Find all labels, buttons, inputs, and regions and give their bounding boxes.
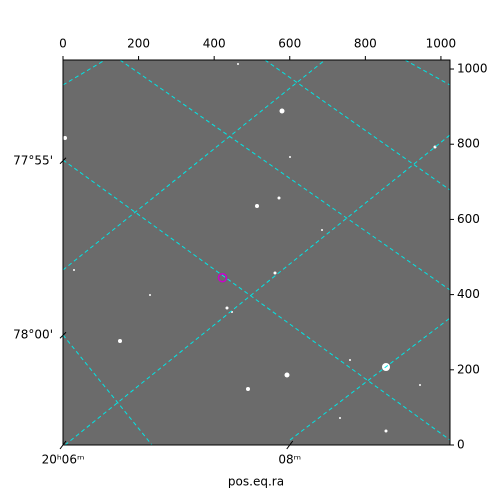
ra-tick (286, 440, 294, 450)
x-axis-label: pos.eq.ra (228, 475, 284, 489)
y-tick-label: 200 (457, 362, 480, 376)
dec-tick (59, 157, 67, 165)
dec-tick (59, 331, 67, 339)
dec-tick-label: 77°55' (13, 153, 53, 167)
ra-tick-label: 08ᵐ (278, 453, 301, 467)
x-tick-label: 0 (59, 37, 67, 51)
ra-tick-label: 20ʰ06ᵐ (42, 453, 85, 467)
dec-tick-label: 78°00' (13, 328, 53, 342)
x-tick-label: 1000 (426, 37, 457, 51)
marker (217, 272, 228, 283)
axes-frame (62, 59, 451, 446)
wcs-grid (62, 59, 451, 446)
x-tick-label: 400 (203, 37, 226, 51)
x-tick-label: 600 (278, 37, 301, 51)
stars (63, 63, 437, 433)
x-tick-label: 800 (354, 37, 377, 51)
image (63, 60, 450, 445)
y-tick-label: 400 (457, 287, 480, 301)
y-tick-label: 0 (457, 438, 465, 452)
x-tick-label: 200 (127, 37, 150, 51)
y-tick-label: 1000 (457, 62, 488, 76)
ra-tick (59, 440, 67, 450)
y-tick-label: 600 (457, 212, 480, 226)
y-tick-label: 800 (457, 137, 480, 151)
